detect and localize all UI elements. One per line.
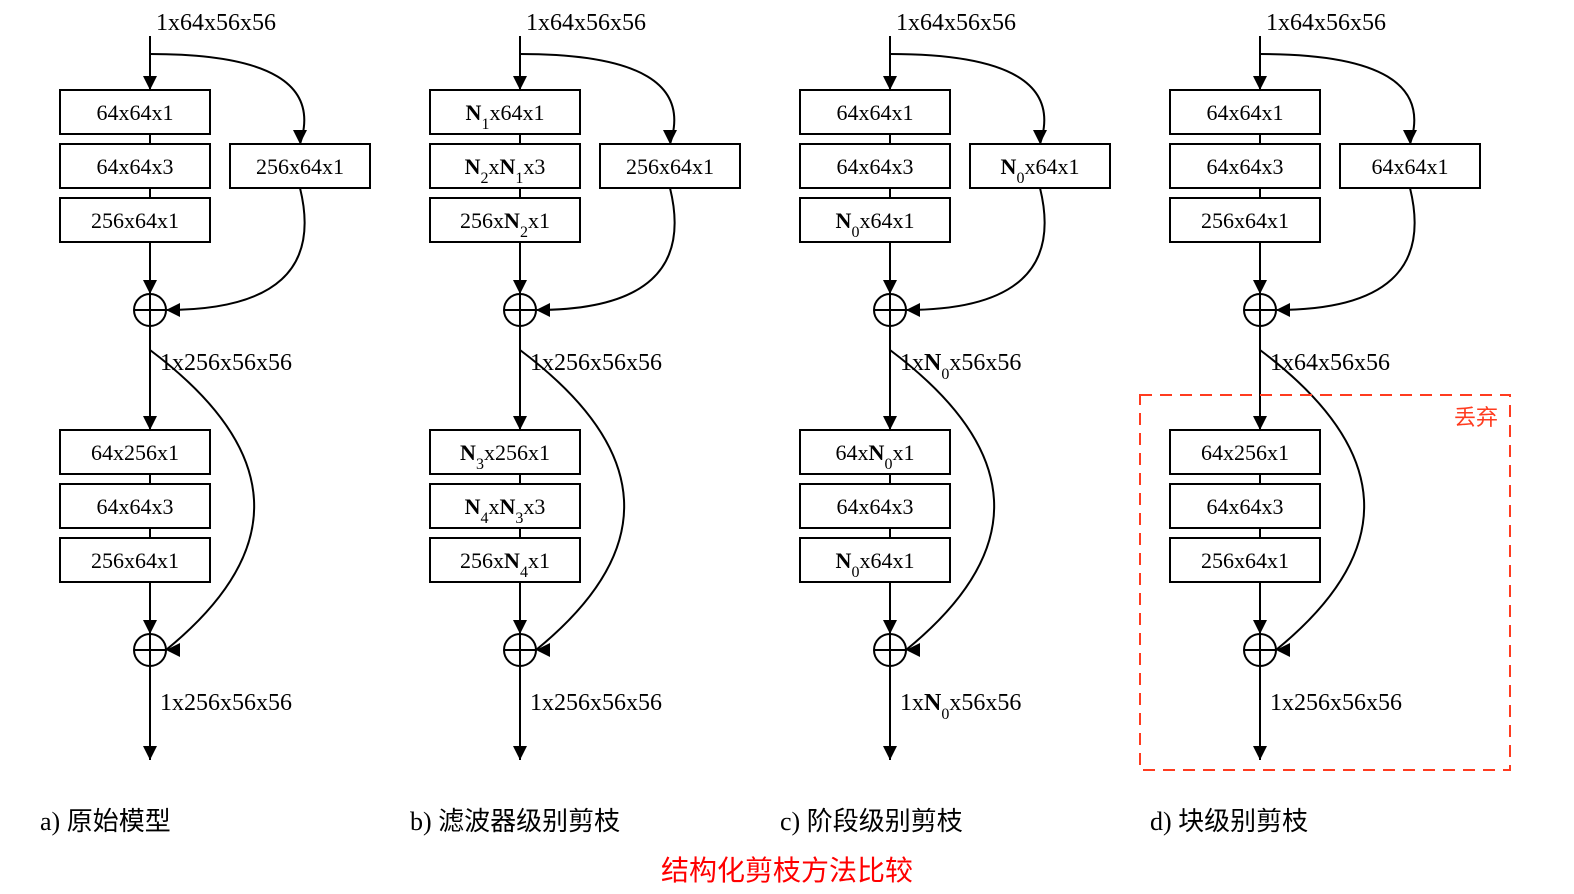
svg-text:N1x64x1: N1x64x1 <box>466 100 545 133</box>
svg-text:64x64x1: 64x64x1 <box>837 100 914 125</box>
input-label: 1x64x56x56 <box>526 10 646 36</box>
svg-text:256x64x1: 256x64x1 <box>626 154 714 179</box>
figure-title: 结构化剪枝方法比较 <box>661 855 913 887</box>
svg-text:256x64x1: 256x64x1 <box>1201 208 1289 233</box>
input-label: 1x64x56x56 <box>156 10 276 36</box>
panel-caption: b) 滤波器级别剪枝 <box>410 807 620 836</box>
svg-text:64x64x3: 64x64x3 <box>837 494 914 519</box>
svg-text:256x64x1: 256x64x1 <box>91 548 179 573</box>
svg-text:1x256x56x56: 1x256x56x56 <box>1270 690 1402 716</box>
panel-c: 1x64x56x56 64x64x1 64x64x3 N0x64x1 N0x64x1 1x… <box>780 10 1110 836</box>
svg-text:64x64x3: 64x64x3 <box>1207 494 1284 519</box>
svg-text:N3x256x1: N3x256x1 <box>460 440 550 473</box>
svg-text:1x256x56x56: 1x256x56x56 <box>160 350 292 376</box>
svg-text:64x64x1: 64x64x1 <box>1207 100 1284 125</box>
svg-text:1xN0x56x56: 1xN0x56x56 <box>900 690 1021 723</box>
svg-text:1x256x56x56: 1x256x56x56 <box>160 690 292 716</box>
svg-text:N0x64x1: N0x64x1 <box>836 208 915 241</box>
svg-text:N0x64x1: N0x64x1 <box>836 548 915 581</box>
svg-text:64x256x1: 64x256x1 <box>91 440 179 465</box>
panel-d: 1x64x56x56 64x64x1 64x64x3 256x64x1 64x64x1 1… <box>1140 10 1510 836</box>
svg-text:64x64x3: 64x64x3 <box>97 154 174 179</box>
svg-text:64x64x3: 64x64x3 <box>837 154 914 179</box>
panel-caption: a) 原始模型 <box>40 807 171 836</box>
svg-text:N0x64x1: N0x64x1 <box>1001 154 1080 187</box>
svg-text:256x64x1: 256x64x1 <box>256 154 344 179</box>
svg-text:256x64x1: 256x64x1 <box>1201 548 1289 573</box>
panel-b: 1x64x56x56 N1x64x1 N2xN1x3 256xN2x1 256x64x1… <box>410 10 740 836</box>
panel-caption: c) 阶段级别剪枝 <box>780 807 963 836</box>
svg-text:64x64x3: 64x64x3 <box>97 494 174 519</box>
svg-text:64x256x1: 64x256x1 <box>1201 440 1289 465</box>
svg-text:N4xN3x3: N4xN3x3 <box>465 494 546 527</box>
input-label: 1x64x56x56 <box>1266 10 1386 36</box>
svg-text:64x64x1: 64x64x1 <box>97 100 174 125</box>
discard-label: 丢弃 <box>1454 405 1498 430</box>
svg-text:64xN0x1: 64xN0x1 <box>836 440 915 473</box>
svg-text:1xN0x56x56: 1xN0x56x56 <box>900 350 1021 383</box>
svg-text:256xN2x1: 256xN2x1 <box>460 208 550 241</box>
svg-text:64x64x1: 64x64x1 <box>1372 154 1449 179</box>
panel-a: 1x64x56x56 64x64x1 64x64x3 256x64x1 256x64x1… <box>40 10 370 836</box>
svg-text:256x64x1: 256x64x1 <box>91 208 179 233</box>
svg-text:64x64x3: 64x64x3 <box>1207 154 1284 179</box>
svg-text:N2xN1x3: N2xN1x3 <box>465 154 546 187</box>
svg-text:1x256x56x56: 1x256x56x56 <box>530 350 662 376</box>
svg-text:1x256x56x56: 1x256x56x56 <box>530 690 662 716</box>
input-label: 1x64x56x56 <box>896 10 1016 36</box>
svg-text:256xN4x1: 256xN4x1 <box>460 548 550 581</box>
panel-caption: d) 块级别剪枝 <box>1150 807 1308 836</box>
